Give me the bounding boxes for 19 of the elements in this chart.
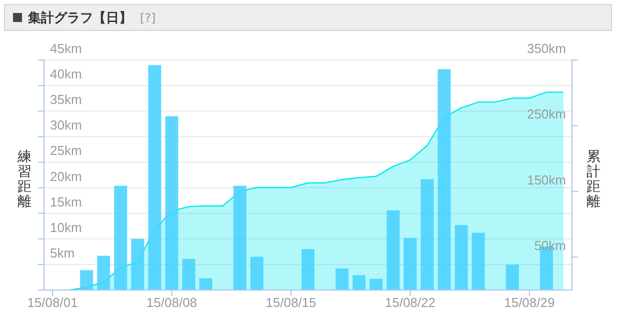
x-tick-label: 15/08/15: [266, 295, 316, 310]
y-tick-label: 40km: [50, 66, 82, 82]
text: [?]: [140, 10, 156, 24]
x-tick-label: 15/08/29: [504, 295, 555, 310]
y-tick-label: 25km: [50, 143, 82, 158]
y-tick-label: 10km: [50, 220, 82, 235]
y-tick-label: 5km: [50, 245, 75, 260]
y2-axis-title: 累計距離: [586, 149, 601, 210]
x-tick-label: 15/08/01: [27, 295, 78, 310]
y-tick-label: 20km: [50, 168, 82, 184]
y-tick-label: 45km: [50, 41, 82, 56]
y2-tick-label: 350km: [526, 41, 566, 56]
y-axis-title: 練習距離: [17, 149, 32, 210]
y-tick-label: 30km: [50, 118, 82, 133]
x-tick-label: 15/08/08: [146, 295, 198, 310]
chart-title: 集計グラフ【日】: [28, 10, 132, 26]
y-tick-label: 35km: [50, 92, 82, 108]
x-tick-label: 15/08/22: [384, 295, 436, 310]
y-tick-label: 15km: [50, 194, 82, 210]
